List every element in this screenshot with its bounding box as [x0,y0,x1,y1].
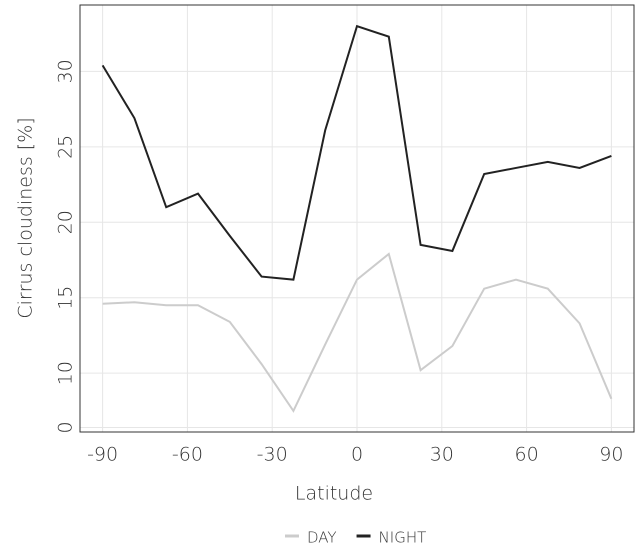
x-tick-label: -60 [172,444,203,466]
x-tick-label: 90 [599,444,623,466]
legend-label: NIGHT [379,529,427,547]
y-tick-label: 25 [55,135,77,159]
x-axis-label: Latitude [295,483,373,505]
plot-border [79,4,635,433]
series-line [101,24,612,281]
x-tick-label: -30 [257,444,288,466]
legend-label: DAY [307,529,337,547]
y-tick-label: 10 [55,361,77,385]
x-tick-label: -90 [87,444,118,466]
series-line [102,252,613,413]
y-axis-label: Cirrus cloudiness [%] [15,117,37,318]
x-tick-label: 30 [430,444,454,466]
y-tick-label: 20 [55,210,77,234]
x-tick-label: 60 [514,444,538,466]
y-tick-label: 0 [55,421,77,433]
x-tick-label: 0 [351,444,363,466]
y-tick-label: 15 [55,286,77,310]
y-tick-label: 30 [55,59,77,83]
